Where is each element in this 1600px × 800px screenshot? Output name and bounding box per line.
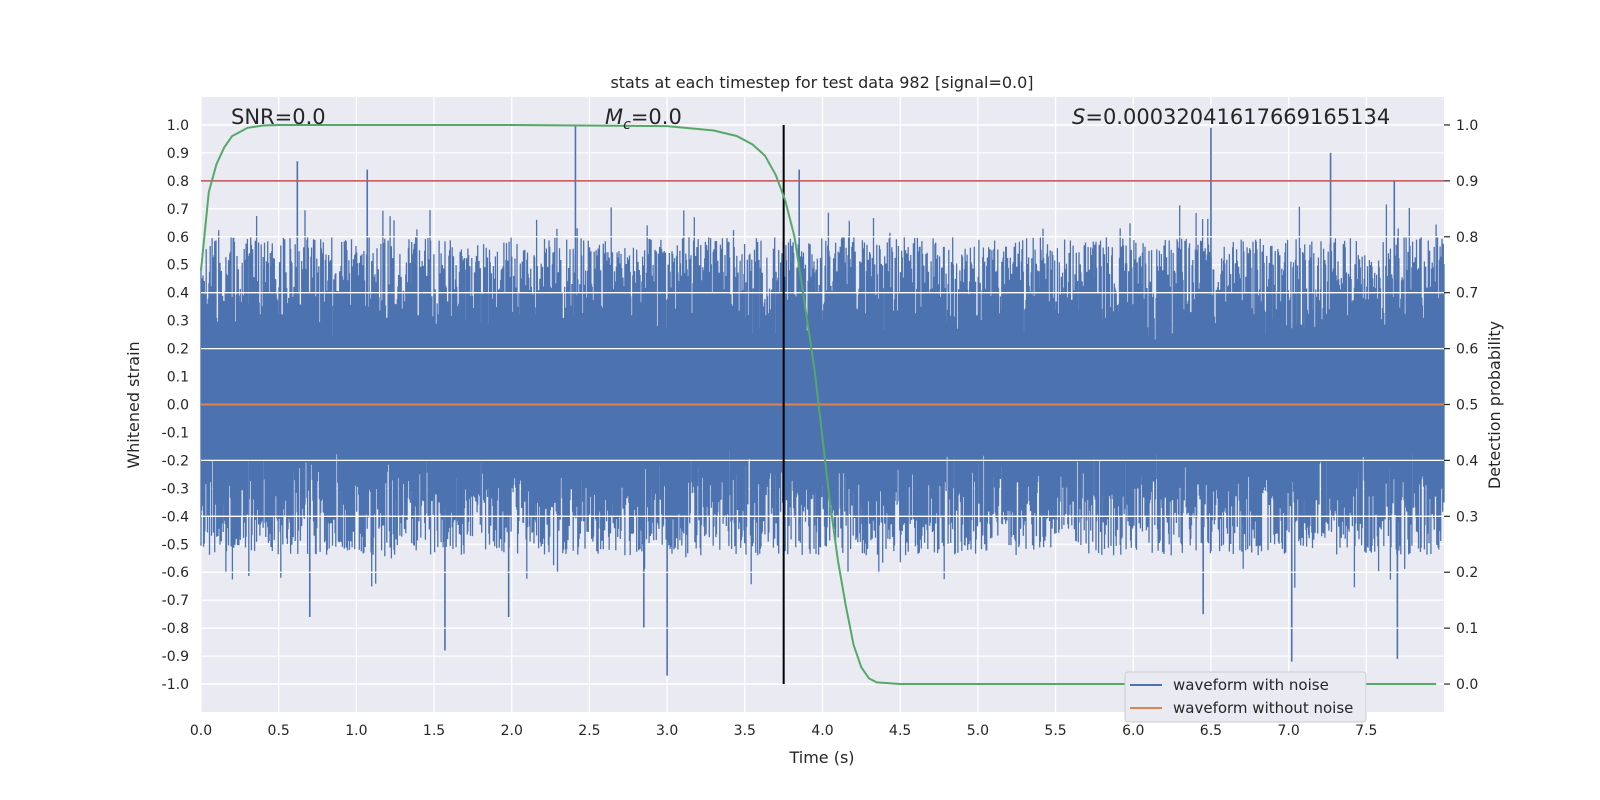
y-axis-label-left: Whitened strain (124, 341, 143, 468)
y-tick-label-left: 0.9 (167, 146, 189, 162)
y-tick-label-left: 0.0 (167, 398, 189, 414)
y-tick-label-right: 0.5 (1456, 398, 1478, 414)
y-tick-label-left: 0.8 (167, 174, 189, 190)
y-tick-label-left: 0.7 (167, 202, 189, 218)
statistic-annotation: S=0.00032041617669165134 (1072, 105, 1390, 129)
statistic-symbol: S (1072, 105, 1085, 129)
x-axis-label: Time (s) (788, 748, 854, 767)
y-tick-label-right: 0.0 (1456, 677, 1478, 693)
snr-annotation: SNR=0.0 (231, 105, 326, 129)
y-tick-label-left: -0.1 (162, 425, 189, 441)
x-tick-label: 4.5 (889, 723, 911, 739)
y-tick-label-left: -0.4 (162, 509, 189, 525)
y-axis-label-right: Detection probability (1485, 321, 1504, 489)
tick-labels: 0.0 0.5 1.0 1.5 2.0 2.5 3.0 3.5 4.0 4.5 5.0 5.5 6.0 6… (162, 118, 1479, 739)
y-tick-label-left: 1.0 (167, 118, 189, 134)
y-tick-label-left: 0.3 (167, 314, 189, 330)
y-tick-label-left: 0.4 (167, 286, 189, 302)
y-tick-label-right: 0.2 (1456, 565, 1478, 581)
y-tick-label-right: 0.8 (1456, 230, 1478, 246)
x-tick-label: 1.5 (423, 723, 445, 739)
x-tick-label: 0.0 (190, 723, 212, 739)
y-tick-label-right: 0.4 (1456, 453, 1478, 469)
chirp-mass-subscript: c (623, 117, 631, 133)
x-tick-label: 6.0 (1122, 723, 1144, 739)
y-tick-label-left: -0.5 (162, 537, 189, 553)
x-tick-label: 7.0 (1277, 723, 1299, 739)
y-tick-label-right: 0.9 (1456, 174, 1478, 190)
x-tick-label: 1.0 (345, 723, 367, 739)
y-tick-label-left: -0.8 (162, 621, 189, 637)
y-tick-label-right: 0.3 (1456, 509, 1478, 525)
y-tick-label-left: -0.3 (162, 481, 189, 497)
detection-probability-line (200, 124, 1437, 685)
y-tick-label-left: -1.0 (162, 677, 189, 693)
x-tick-label: 5.0 (967, 723, 989, 739)
y-tick-label-right: 0.1 (1456, 621, 1478, 637)
y-tick-label-left: 0.6 (167, 230, 189, 246)
x-tick-label: 2.0 (501, 723, 523, 739)
x-tick-label: 7.5 (1355, 723, 1377, 739)
x-tick-label: 3.5 (734, 723, 756, 739)
chart-title: stats at each timestep for test data 982… (610, 73, 1033, 92)
x-tick-label: 4.0 (811, 723, 833, 739)
y-tick-label-left: -0.2 (162, 453, 189, 469)
y-tick-label-left: -0.7 (162, 593, 189, 609)
statistic-value: =0.00032041617669165134 (1085, 105, 1390, 129)
y-tick-label-right: 0.6 (1456, 342, 1478, 358)
legend-label-waveform-without-noise: waveform without noise (1173, 699, 1353, 717)
y-tick-label-left: 0.5 (167, 258, 189, 274)
x-tick-label: 2.5 (578, 723, 600, 739)
x-tick-label: 0.5 (268, 723, 290, 739)
legend: waveform with noise waveform without noi… (1124, 671, 1367, 723)
chirp-mass-symbol: M (605, 105, 623, 129)
y-tick-label-left: 0.1 (167, 370, 189, 386)
y-tick-label-left: -0.9 (162, 649, 189, 665)
chirp-mass-annotation: Mc=0.0 (605, 105, 682, 133)
legend-label-waveform-with-noise: waveform with noise (1173, 676, 1329, 694)
y-tick-label-right: 1.0 (1456, 118, 1478, 134)
y-tick-label-left: 0.2 (167, 342, 189, 358)
y-tick-label-left: -0.6 (162, 565, 189, 581)
y-tick-label-right: 0.7 (1456, 286, 1478, 302)
overlay-lines (200, 124, 1444, 685)
legend-box (1124, 671, 1367, 723)
x-tick-label: 5.5 (1044, 723, 1066, 739)
chirp-mass-value: =0.0 (631, 105, 682, 129)
x-tick-label: 3.0 (656, 723, 678, 739)
x-tick-label: 6.5 (1200, 723, 1222, 739)
